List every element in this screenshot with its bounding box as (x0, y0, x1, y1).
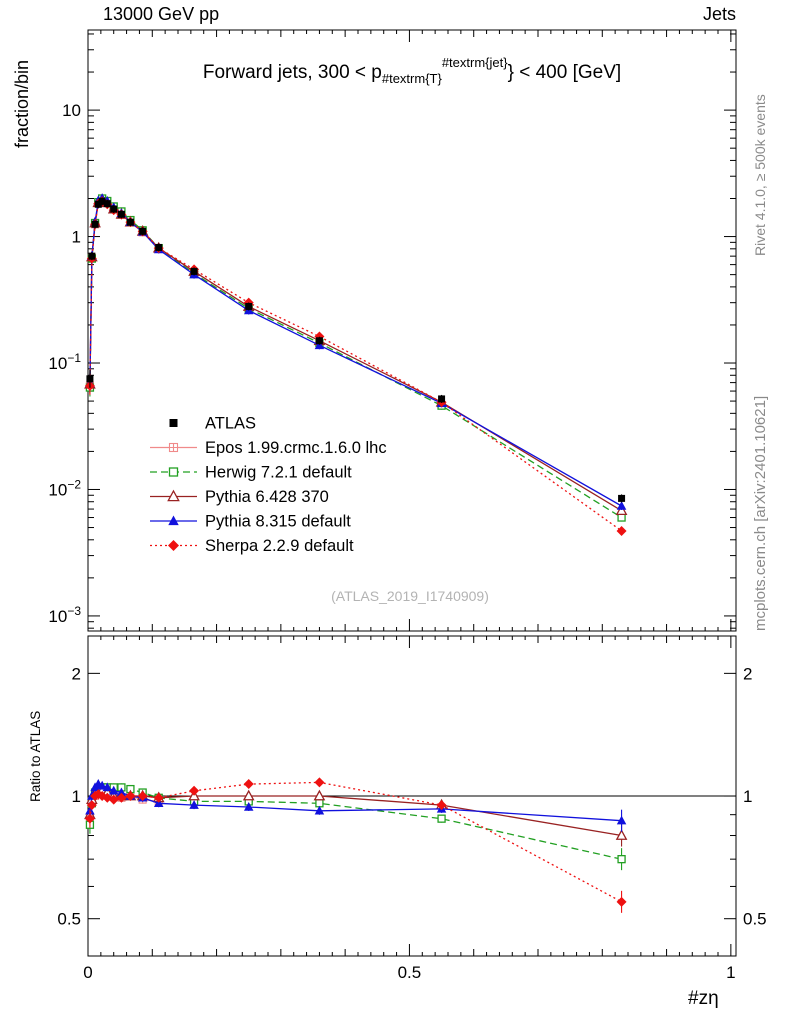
x-ticks (87, 30, 732, 956)
series-ratio-sherpa-2-2-9-default (84, 777, 627, 913)
plot-title: Forward jets, 300 < p#textrm{T}#textrm{j… (203, 55, 621, 86)
ratio-tick-label: 0.5 (743, 910, 767, 929)
legend-label: ATLAS (205, 415, 256, 433)
beam-energy-label: 13000 GeV pp (103, 4, 220, 24)
x-tick-label: 0.5 (398, 963, 422, 982)
plot-title-text: Forward jets, 300 < p#textrm{T}#textrm{j… (203, 55, 621, 86)
x-tick-label: 0 (83, 963, 92, 982)
ratio-tick-label: 1 (72, 787, 81, 806)
x-tick-labels: 0 0.5 1 (83, 963, 735, 982)
series-ratio-pythia-8-315-default (85, 779, 627, 832)
ratio-tick-label: 1 (743, 787, 752, 806)
series-main-sherpa-2-2-9-default (84, 196, 627, 536)
legend-label: Epos 1.99.crmc.1.6.0 lhc (205, 439, 387, 457)
series-main-pythia-8-315-default (85, 193, 627, 511)
x-axis-title: #zη (688, 988, 719, 1009)
y-tick-label: 10−2 (48, 477, 81, 499)
analysis-watermark: (ATLAS_2019_I1740909) (331, 588, 489, 604)
main-y-tick-labels: 10 1 10−1 10−2 10−3 (48, 101, 81, 626)
y-tick-label: 10−3 (48, 604, 81, 626)
legend-label: Sherpa 2.2.9 default (205, 537, 354, 555)
main-frame (87, 29, 737, 632)
ratio-tick-label: 0.5 (57, 910, 81, 929)
legend-label: Pythia 6.428 370 (205, 488, 329, 506)
x-tick-label: 1 (726, 963, 735, 982)
series-main-pythia-6-428-370 (84, 193, 628, 516)
process-label: Jets (702, 4, 736, 24)
legend-label: Herwig 7.2.1 default (205, 464, 352, 482)
y-tick-label: 10 (62, 101, 81, 120)
main-y-ticks (88, 33, 736, 629)
frames (87, 29, 737, 957)
ratio-tick-label: 2 (72, 664, 81, 683)
ratio-tick-label: 2 (743, 664, 752, 683)
legend-label: Pythia 8.315 default (205, 513, 351, 531)
ratio-y-tick-labels: 2 2 1 1 0.5 0.5 (57, 664, 766, 928)
series-main-atlas (86, 197, 626, 503)
y-tick-label: 10−1 (48, 351, 81, 373)
legend: ATLAS Epos 1.99.crmc.1.6.0 lhc Herwig 7.2.… (150, 415, 387, 555)
y-tick-label: 1 (72, 228, 81, 247)
